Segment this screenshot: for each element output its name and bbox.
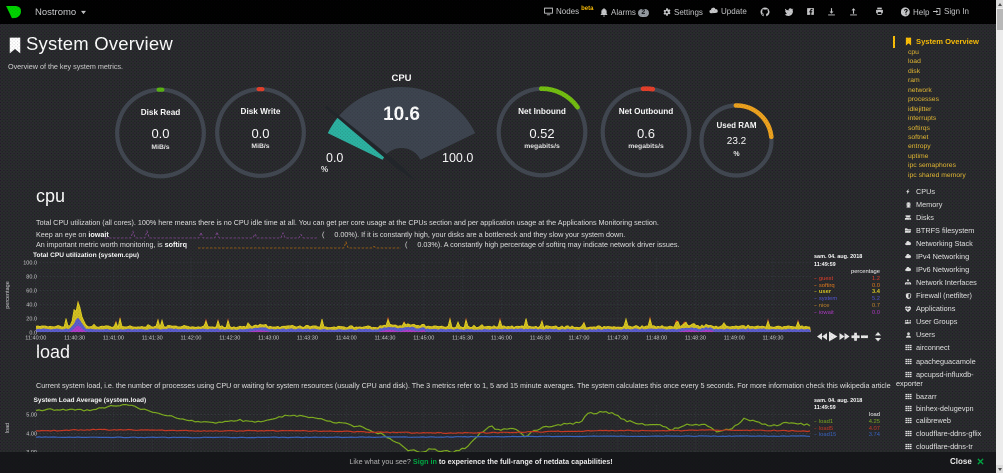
svg-text:load: load [5,423,11,433]
svg-text:5.00: 5.00 [26,413,37,419]
svg-text:4.00: 4.00 [26,431,37,437]
